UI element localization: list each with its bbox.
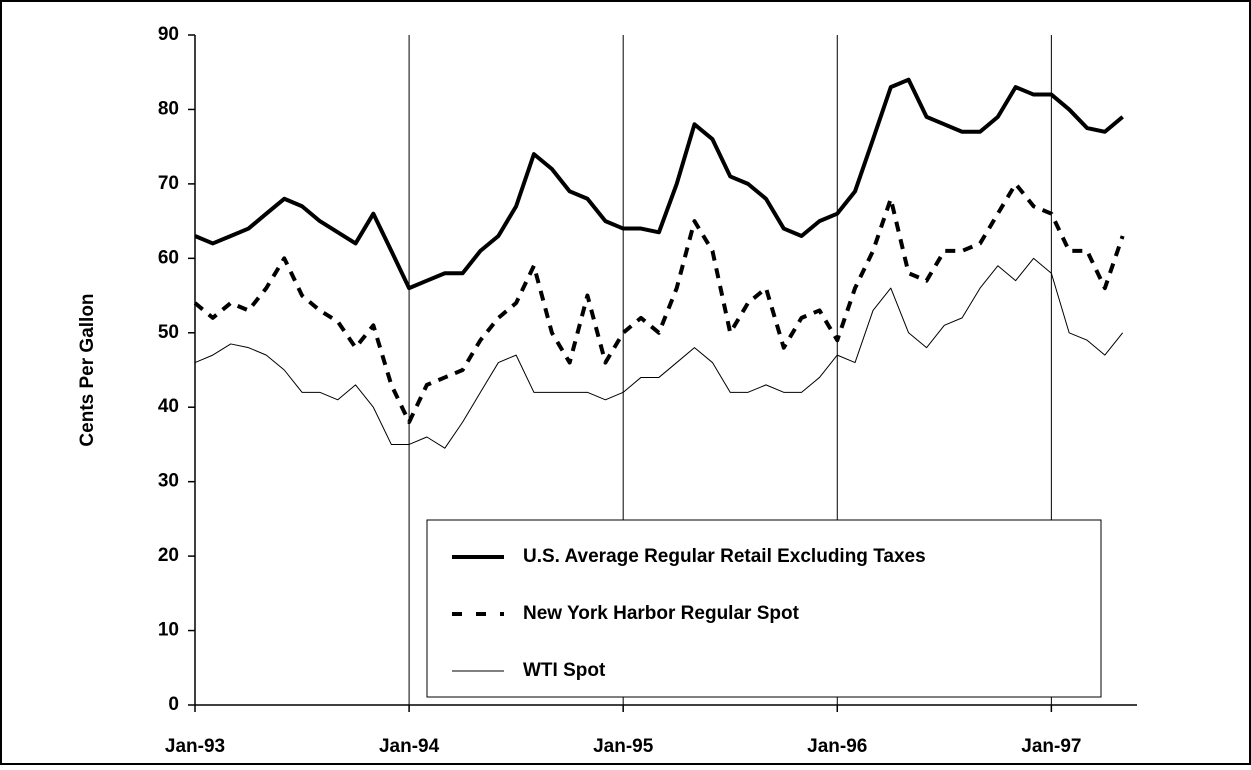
y-tick-label: 90	[158, 24, 179, 45]
y-tick-label: 0	[168, 694, 179, 715]
y-tick-label: 30	[158, 471, 179, 492]
y-tick-label: 50	[158, 322, 179, 343]
x-tick-label: Jan-94	[379, 736, 440, 757]
legend-label: New York Harbor Regular Spot	[523, 603, 800, 624]
y-tick-label: 60	[158, 247, 179, 268]
y-axis-label: Cents Per Gallon	[77, 293, 98, 446]
legend-label: U.S. Average Regular Retail Excluding Ta…	[523, 546, 926, 567]
line-series	[194, 77, 1124, 291]
y-tick-label: 40	[158, 396, 179, 417]
y-tick-label: 20	[158, 545, 179, 566]
y-tick-label: 10	[158, 620, 179, 641]
x-tick-label: Jan-97	[1021, 736, 1081, 757]
x-tick-label: Jan-93	[165, 736, 225, 757]
x-tick-label: Jan-96	[807, 736, 867, 757]
y-tick-label: 70	[158, 173, 179, 194]
legend-label: WTI Spot	[523, 660, 606, 681]
y-tick-label: 80	[158, 98, 179, 119]
line-series	[194, 257, 1124, 449]
line-series	[193, 181, 1125, 425]
x-tick-label: Jan-95	[593, 736, 654, 757]
legend-box	[426, 519, 1102, 698]
